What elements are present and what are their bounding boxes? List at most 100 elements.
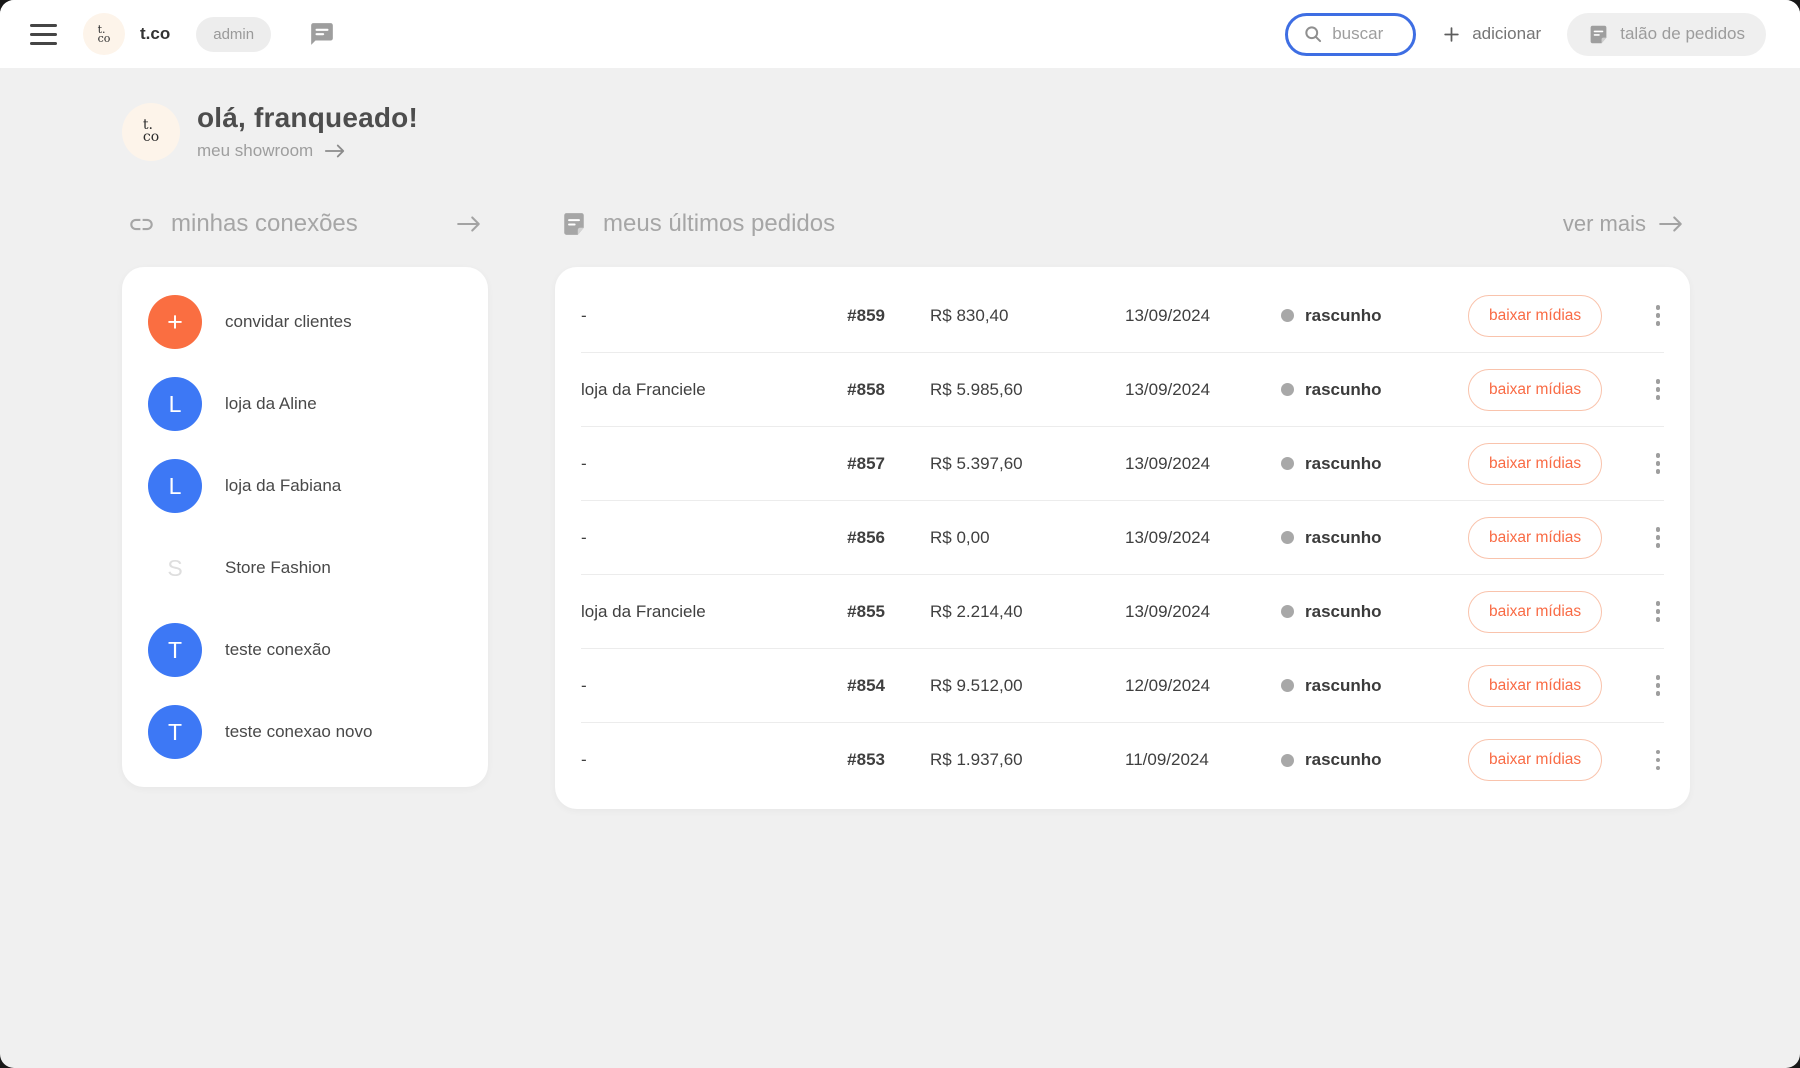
admin-badge: admin (196, 16, 272, 52)
add-button[interactable]: adicionar (1442, 24, 1541, 44)
kebab-menu-icon[interactable] (1652, 669, 1665, 702)
kebab-menu-icon[interactable] (1652, 447, 1665, 480)
kebab-menu-icon[interactable] (1652, 744, 1665, 777)
order-status: rascunho (1281, 602, 1468, 622)
order-total: R$ 5.397,60 (930, 453, 1023, 473)
order-status: rascunho (1281, 454, 1468, 474)
order-pad-label: talão de pedidos (1620, 24, 1745, 43)
arrow-right-icon (457, 216, 480, 232)
order-date: 11/09/2024 (1125, 750, 1209, 769)
showroom-link-label: meu showroom (197, 141, 314, 160)
order-status: rascunho (1281, 676, 1468, 696)
status-dot-icon (1281, 679, 1294, 692)
connection-label: teste conexão (225, 640, 331, 659)
order-total: R$ 830,40 (930, 305, 1009, 325)
connection-label: Store Fashion (225, 558, 331, 577)
download-media-button[interactable]: baixar mídias (1468, 442, 1603, 485)
connection-avatar: T (148, 623, 202, 677)
orders-section: meus últimos pedidos ver mais - #859 R$ … (555, 207, 1690, 809)
connection-invite-clients[interactable]: + convidar clientes (122, 281, 488, 363)
orders-card: - #859 R$ 830,40 13/09/2024 rascunho bai… (555, 267, 1690, 809)
order-client: loja da Franciele (581, 379, 706, 399)
order-row: - #854 R$ 9.512,00 12/09/2024 rascunho b… (581, 649, 1664, 723)
order-date: 13/09/2024 (1125, 601, 1211, 621)
brand-avatar[interactable]: t. co (83, 13, 125, 55)
topbar-actions: adicionar talão de pedidos (1285, 12, 1766, 56)
order-number: #854 (847, 675, 885, 695)
status-dot-icon (1281, 457, 1294, 470)
order-row: loja da Franciele #855 R$ 2.214,40 13/09… (581, 575, 1664, 649)
order-client: loja da Franciele (581, 601, 706, 621)
orders-title: meus últimos pedidos (603, 210, 836, 237)
invite-plus-avatar: + (148, 295, 202, 349)
connection-label: loja da Aline (225, 394, 317, 413)
brand-name: t.co (140, 24, 171, 43)
menu-icon[interactable] (30, 23, 57, 45)
status-dot-icon (1281, 309, 1294, 322)
connection-label: loja da Fabiana (225, 476, 342, 495)
connection-avatar: S (148, 541, 202, 595)
order-number: #858 (847, 379, 885, 399)
plus-icon (1444, 26, 1459, 42)
download-media-button[interactable]: baixar mídias (1468, 664, 1603, 707)
greeting-block: t. co olá, franqueado! meu showroom (122, 102, 1690, 161)
kebab-menu-icon[interactable] (1652, 373, 1665, 406)
connections-arrow-link[interactable] (456, 215, 482, 233)
download-media-button[interactable]: baixar mídias (1468, 590, 1603, 633)
chat-icon[interactable] (309, 21, 335, 47)
order-pad-button[interactable]: talão de pedidos (1567, 12, 1766, 56)
receipt-icon (1590, 25, 1607, 43)
kebab-menu-icon[interactable] (1652, 299, 1665, 332)
search-icon (1305, 26, 1322, 43)
search-box[interactable] (1285, 12, 1417, 56)
receipt-icon (564, 213, 584, 235)
connection-item[interactable]: T teste conexão (122, 609, 488, 691)
order-status: rascunho (1281, 528, 1468, 548)
see-more-label: ver mais (1562, 211, 1646, 236)
order-total: R$ 2.214,40 (930, 601, 1023, 621)
order-row: loja da Franciele #858 R$ 5.985,60 13/09… (581, 353, 1664, 427)
order-row: - #853 R$ 1.937,60 11/09/2024 rascunho b… (581, 723, 1664, 797)
order-total: R$ 1.937,60 (930, 750, 1023, 769)
order-client: - (581, 305, 587, 325)
brand-logo: t. co (97, 22, 111, 45)
connection-label: convidar clientes (225, 312, 352, 331)
order-number: #856 (847, 527, 885, 547)
connection-avatar: L (148, 377, 202, 431)
download-media-button[interactable]: baixar mídias (1468, 294, 1603, 337)
order-date: 13/09/2024 (1125, 379, 1211, 399)
connection-item[interactable]: S Store Fashion (122, 527, 488, 609)
order-client: - (581, 453, 587, 473)
order-row: - #859 R$ 830,40 13/09/2024 rascunho bai… (581, 279, 1664, 353)
connection-avatar: T (148, 705, 202, 759)
topbar: t.co t.co admin adicionar (0, 0, 1800, 68)
order-date: 13/09/2024 (1125, 453, 1211, 473)
kebab-menu-icon[interactable] (1652, 521, 1665, 554)
order-client: - (581, 675, 587, 695)
status-dot-icon (1281, 605, 1294, 618)
arrow-right-icon (1659, 216, 1682, 232)
orders-header: meus últimos pedidos ver mais (561, 207, 1684, 241)
search-input[interactable] (1332, 24, 1399, 44)
kebab-menu-icon[interactable] (1652, 595, 1665, 628)
see-more-link[interactable]: ver mais (1563, 211, 1684, 237)
download-media-button[interactable]: baixar mídias (1468, 516, 1603, 559)
order-number: #857 (847, 453, 885, 473)
order-total: R$ 9.512,00 (930, 675, 1023, 695)
user-avatar: t. co (122, 102, 180, 161)
main-content: t. co olá, franqueado! meu showroom (0, 68, 1800, 809)
showroom-link[interactable]: meu showroom (197, 141, 418, 161)
connection-item[interactable]: L loja da Aline (122, 363, 488, 445)
order-number: #853 (847, 750, 885, 769)
download-media-button[interactable]: baixar mídias (1468, 368, 1603, 411)
status-dot-icon (1281, 383, 1294, 396)
status-dot-icon (1281, 531, 1294, 544)
order-row: - #856 R$ 0,00 13/09/2024 rascunho baixa… (581, 501, 1664, 575)
connection-item[interactable]: T teste conexao novo (122, 691, 488, 773)
connection-item[interactable]: L loja da Fabiana (122, 445, 488, 527)
add-button-label: adicionar (1472, 24, 1542, 43)
connection-avatar: L (148, 459, 202, 513)
user-avatar-logo: t. co (142, 116, 160, 145)
connections-title: minhas conexões (171, 210, 358, 237)
download-media-button[interactable]: baixar mídias (1468, 739, 1603, 781)
